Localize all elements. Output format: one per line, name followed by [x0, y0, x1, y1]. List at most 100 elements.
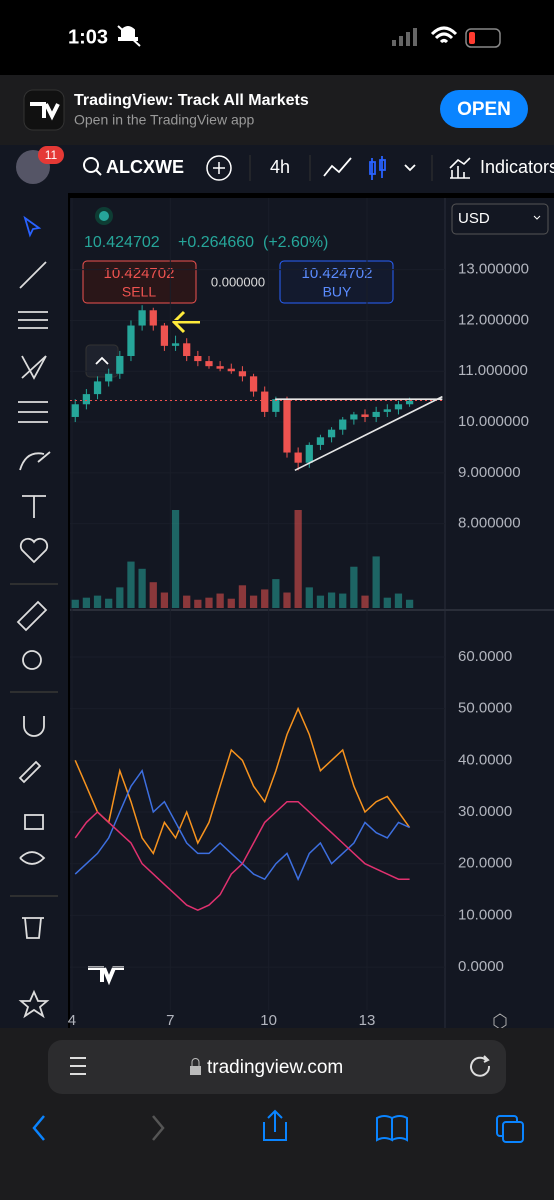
cursor-tool[interactable] — [23, 215, 42, 238]
candle-body — [272, 399, 280, 412]
trend-tool[interactable] — [19, 261, 47, 289]
currency-select[interactable] — [451, 203, 549, 235]
trend-line — [294, 395, 443, 472]
add-symbol[interactable] — [206, 155, 232, 181]
price-change-pct: (+2.60%) — [263, 234, 328, 251]
candle-body — [327, 429, 336, 438]
volume-bar — [116, 587, 124, 608]
candle-body — [238, 371, 247, 377]
symbol[interactable]: ALCXWE — [106, 157, 184, 177]
fib-tool[interactable] — [18, 311, 48, 329]
sell-button[interactable] — [82, 260, 197, 304]
volume-bar — [149, 582, 157, 608]
sell-label[interactable]: SELL — [122, 284, 156, 300]
badge — [38, 146, 64, 164]
volume-bar — [93, 595, 102, 608]
candle-body — [116, 356, 124, 374]
volume-bar — [171, 510, 180, 608]
buy-button[interactable] — [279, 260, 394, 304]
y-tick-label: 13.000000 — [458, 261, 529, 278]
forward-button[interactable] — [152, 1115, 165, 1141]
brush-tool[interactable] — [19, 451, 51, 471]
visibility-tool[interactable] — [19, 851, 46, 865]
y-tick-label: 0.0000 — [458, 958, 504, 975]
delete-tool[interactable] — [22, 917, 44, 939]
back-button[interactable] — [32, 1115, 45, 1141]
volume-bar — [138, 568, 146, 608]
tabs-button-front[interactable] — [502, 1121, 524, 1143]
y-tick-label: 12.000000 — [458, 311, 529, 328]
line-type[interactable] — [323, 157, 352, 177]
bookmarks-button[interactable] — [376, 1115, 408, 1142]
volume-bar — [394, 593, 403, 608]
favorites-tool[interactable] — [18, 989, 50, 1019]
lock-draw-tool[interactable] — [18, 760, 42, 784]
collapse-button[interactable] — [85, 344, 119, 378]
volume-bar — [372, 556, 380, 608]
candle-body — [160, 325, 169, 346]
interval[interactable]: 4h — [270, 157, 290, 177]
search-icon[interactable] — [83, 157, 99, 173]
text-tool[interactable] — [22, 495, 46, 518]
plot: 13.000000 12.000000 11.000000 10.000000 9.00… — [68, 198, 529, 1029]
volume-bar — [160, 592, 169, 608]
volume-bar — [383, 597, 391, 608]
candle-body — [372, 411, 380, 417]
prediction-tool[interactable] — [18, 401, 48, 423]
indicators-icon[interactable] — [449, 157, 471, 179]
reload-icon[interactable] — [470, 1055, 491, 1077]
tool-bar — [0, 193, 68, 1028]
y-tick-label: 40.0000 — [458, 751, 512, 768]
banner-title: TradingView: Track All Markets — [74, 92, 309, 109]
tv-logo — [88, 966, 124, 986]
open-button-label[interactable]: OPEN — [457, 99, 511, 120]
candle-type[interactable] — [369, 156, 386, 180]
candle-body — [171, 343, 180, 346]
candle-body — [138, 310, 146, 326]
candle-body — [350, 414, 358, 420]
candle-body — [339, 419, 347, 430]
reader-icon[interactable] — [70, 1057, 86, 1075]
measure-tool[interactable] — [16, 600, 48, 632]
badge-count: 11 — [45, 148, 58, 162]
volume-bar — [249, 595, 258, 608]
mute-icon — [117, 25, 141, 47]
open-button[interactable] — [440, 90, 528, 128]
sell-price[interactable]: 10.424702 — [104, 265, 175, 282]
collapse-icon — [95, 356, 109, 365]
price-change: +0.264660 — [178, 234, 254, 251]
volume-bar — [305, 587, 313, 608]
y-tick-label: 60.0000 — [458, 648, 512, 665]
currency[interactable]: USD — [458, 210, 490, 227]
zoom-tool[interactable] — [22, 650, 42, 670]
toolbar — [0, 145, 554, 193]
banner-subtitle: Open in the TradingView app — [74, 112, 255, 128]
icon-tool[interactable] — [19, 537, 49, 564]
x-tick-label: 4 — [68, 1012, 76, 1029]
y-tick-label: 9.000000 — [458, 464, 521, 481]
magnet-tool[interactable] — [23, 716, 45, 737]
y-tick-label: 30.0000 — [458, 803, 512, 820]
buy-label[interactable]: BUY — [323, 284, 352, 300]
candle-body — [305, 444, 313, 463]
volume-bar — [261, 589, 269, 608]
clock: 1:03 — [68, 26, 108, 48]
pattern-tool[interactable] — [21, 355, 47, 380]
indicators-label[interactable]: Indicators — [480, 157, 554, 177]
app-logo — [30, 102, 60, 121]
url-field[interactable] — [48, 1040, 506, 1094]
last-price: 10.424702 — [84, 234, 160, 251]
battery — [465, 28, 501, 48]
chevron[interactable] — [404, 164, 416, 172]
candle-body — [183, 343, 191, 357]
buy-price[interactable]: 10.424702 — [302, 265, 373, 282]
volume-bar — [105, 598, 113, 608]
candle-body — [82, 394, 91, 405]
indicator-line — [74, 800, 410, 912]
volume-bar — [238, 585, 247, 608]
unlock-tool[interactable] — [24, 814, 44, 830]
indicator-line — [74, 706, 411, 855]
share-button[interactable] — [263, 1109, 287, 1141]
y-tick-label: 8.000000 — [458, 515, 521, 532]
